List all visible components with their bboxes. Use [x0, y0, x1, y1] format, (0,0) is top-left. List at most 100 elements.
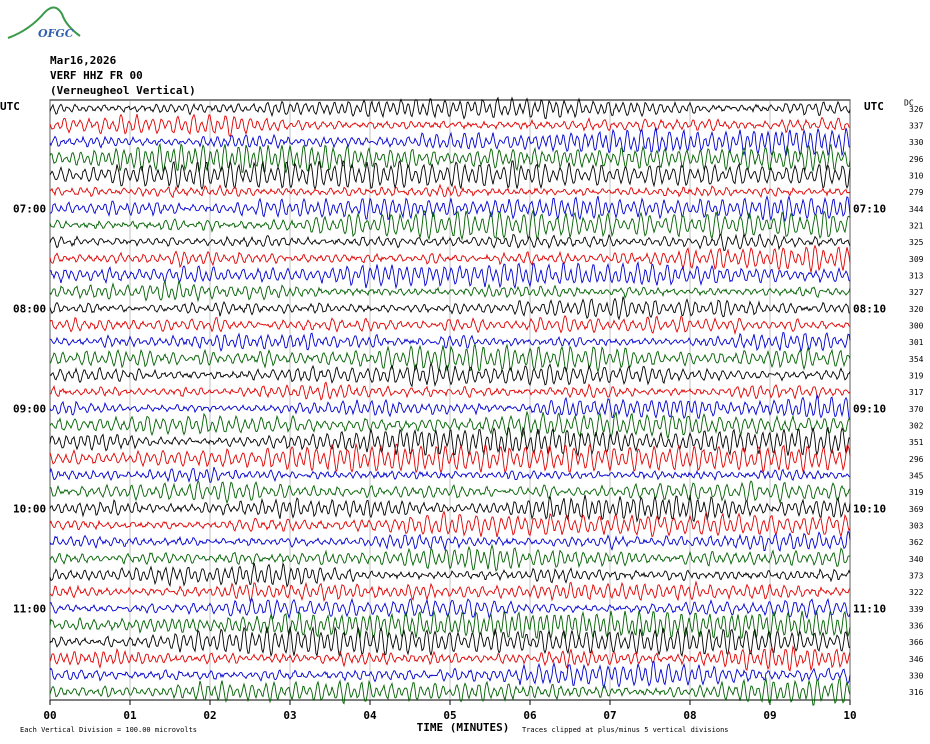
- left-time-label: 08:00: [13, 302, 46, 315]
- x-tick-label: 04: [363, 709, 377, 722]
- dc-value: 310: [909, 172, 924, 181]
- right-time-label: 08:10: [853, 302, 886, 315]
- dc-value: 337: [909, 122, 924, 131]
- trace: [49, 381, 851, 401]
- trace: [49, 315, 851, 336]
- dc-value: 373: [909, 572, 924, 581]
- dc-value: 300: [909, 322, 924, 331]
- dc-value: 351: [909, 438, 924, 447]
- trace: [49, 609, 851, 640]
- clip-note: Traces clipped at plus/minus 5 vertical …: [522, 726, 729, 734]
- logo-text: OFGC: [38, 27, 74, 40]
- dc-value: 316: [909, 688, 924, 697]
- x-tick-label: 07: [603, 709, 616, 722]
- trace: [49, 543, 851, 572]
- dc-value: 354: [909, 355, 924, 364]
- scale-note: Each Vertical Division = 100.00 microvol…: [20, 726, 197, 734]
- dc-value: 313: [909, 272, 924, 281]
- traces: [49, 96, 851, 706]
- dc-value: 330: [909, 672, 924, 681]
- x-axis-label: TIME (MINUTES): [417, 721, 510, 734]
- trace: [49, 279, 851, 303]
- trace: [49, 580, 851, 603]
- x-tick-label: 09: [763, 709, 776, 722]
- trace: [49, 127, 851, 157]
- x-tick-label: 06: [523, 709, 537, 722]
- trace: [49, 261, 851, 290]
- trace: [49, 466, 851, 483]
- dc-value: 320: [909, 305, 924, 314]
- subtitle: VERF HHZ FR 00: [50, 69, 143, 82]
- trace: [49, 331, 851, 352]
- dc-value: 346: [909, 655, 924, 664]
- x-tick-label: 08: [683, 709, 696, 722]
- trace: [49, 426, 851, 458]
- right-time-label: 11:10: [853, 602, 886, 615]
- dc-value: 370: [909, 405, 924, 414]
- trace: [49, 530, 851, 552]
- dc-value: 325: [909, 238, 924, 247]
- left-time-label: 10:00: [13, 502, 46, 515]
- trace: [49, 296, 851, 321]
- left-axis-title: UTC: [0, 100, 20, 113]
- trace: [49, 209, 851, 241]
- logo: OFGC: [7, 6, 81, 40]
- trace: [49, 194, 851, 223]
- dc-value: 319: [909, 488, 924, 497]
- trace: [49, 494, 851, 523]
- dc-value: 279: [909, 188, 924, 197]
- dc-value: 362: [909, 538, 924, 547]
- trace: [49, 183, 851, 199]
- x-tick-label: 00: [43, 709, 56, 722]
- trace: [49, 442, 851, 474]
- right-time-label: 07:10: [853, 202, 886, 215]
- left-time-label: 11:00: [13, 602, 46, 615]
- trace: [49, 625, 851, 658]
- dc-value: 345: [909, 472, 924, 481]
- dc-value: 296: [909, 155, 924, 164]
- dc-value: 330: [909, 138, 924, 147]
- dc-value: 322: [909, 588, 924, 597]
- dc-value: 327: [909, 288, 924, 297]
- logo-mountain: [7, 6, 81, 39]
- trace: [49, 244, 851, 273]
- trace: [49, 479, 851, 505]
- trace: [49, 232, 851, 252]
- dc-value: 303: [909, 522, 924, 531]
- station-name: (Verneugheol Vertical): [50, 84, 196, 97]
- right-time-label: 10:10: [853, 502, 886, 515]
- dc-value: 336: [909, 622, 924, 631]
- dc-value: 309: [909, 255, 924, 264]
- trace: [49, 644, 851, 672]
- right-axis-title: UTC: [864, 100, 884, 113]
- trace: [49, 597, 851, 620]
- trace: [49, 159, 851, 191]
- dc-value: 302: [909, 422, 924, 431]
- dc-value: 296: [909, 455, 924, 464]
- dc-value: 339: [909, 605, 924, 614]
- x-tick-label: 03: [283, 709, 296, 722]
- trace: [49, 142, 851, 174]
- dc-value: 319: [909, 372, 924, 381]
- trace: [49, 661, 851, 689]
- dc-value: 366: [909, 638, 924, 647]
- trace: [49, 113, 851, 138]
- trace: [49, 96, 851, 120]
- dc-value: 344: [909, 205, 924, 214]
- trace: [49, 410, 851, 441]
- x-tick-label: 10: [843, 709, 856, 722]
- x-tick-label: 01: [123, 709, 137, 722]
- trace: [49, 677, 851, 706]
- left-time-label: 07:00: [13, 202, 46, 215]
- dc-value: 321: [909, 222, 924, 231]
- trace: [49, 361, 851, 388]
- right-time-label: 09:10: [853, 402, 886, 415]
- dc-value: 369: [909, 505, 924, 514]
- trace: [49, 393, 851, 421]
- dc-value: 326: [909, 105, 924, 114]
- dc-value: 301: [909, 338, 924, 347]
- dc-value: 340: [909, 555, 924, 564]
- trace: [49, 562, 851, 588]
- x-tick-label: 02: [203, 709, 216, 722]
